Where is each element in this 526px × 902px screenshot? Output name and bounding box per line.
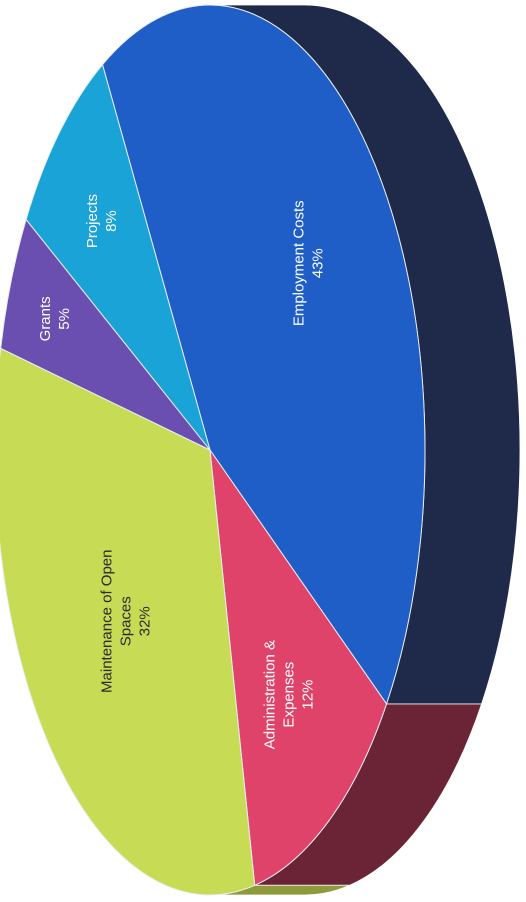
slice-name-label: Grants <box>37 296 54 341</box>
pie-label-layer: Employment Costs 43% Administration & Expen… <box>37 194 326 749</box>
pie-top-layer <box>0 4 426 896</box>
slice-value-label: 5% <box>56 308 73 330</box>
pie-slice-employment-costs <box>101 4 426 706</box>
data-label-employment-costs: Employment Costs 43% <box>291 200 327 326</box>
data-label-projects: Projects 8% <box>84 194 120 248</box>
slice-value-label: 12% <box>300 680 317 710</box>
slice-value-label: 8% <box>103 210 120 232</box>
data-label-grants: Grants 5% <box>37 296 73 341</box>
pie-slice-maintenance-of-open-spaces <box>0 347 256 896</box>
data-label-administration-and-expenses: Administration & Expenses 12% <box>262 640 317 749</box>
slice-name-label: Administration & <box>262 640 279 749</box>
data-label-maintenance-of-open-spaces: Maintenance of Open Spaces 32% <box>99 550 154 693</box>
slice-name-label: Spaces <box>118 596 135 646</box>
slice-value-label: 43% <box>310 248 327 278</box>
slice-value-label: 32% <box>137 606 154 636</box>
slice-name-label: Maintenance of Open <box>99 550 116 693</box>
slice-name-label: Employment Costs <box>291 200 308 326</box>
slice-name-label: Expenses <box>281 662 298 728</box>
pie-slice-projects <box>25 63 211 451</box>
pie-slice-administration-and-expenses <box>209 449 388 887</box>
slice-name-label: Projects <box>84 194 101 248</box>
